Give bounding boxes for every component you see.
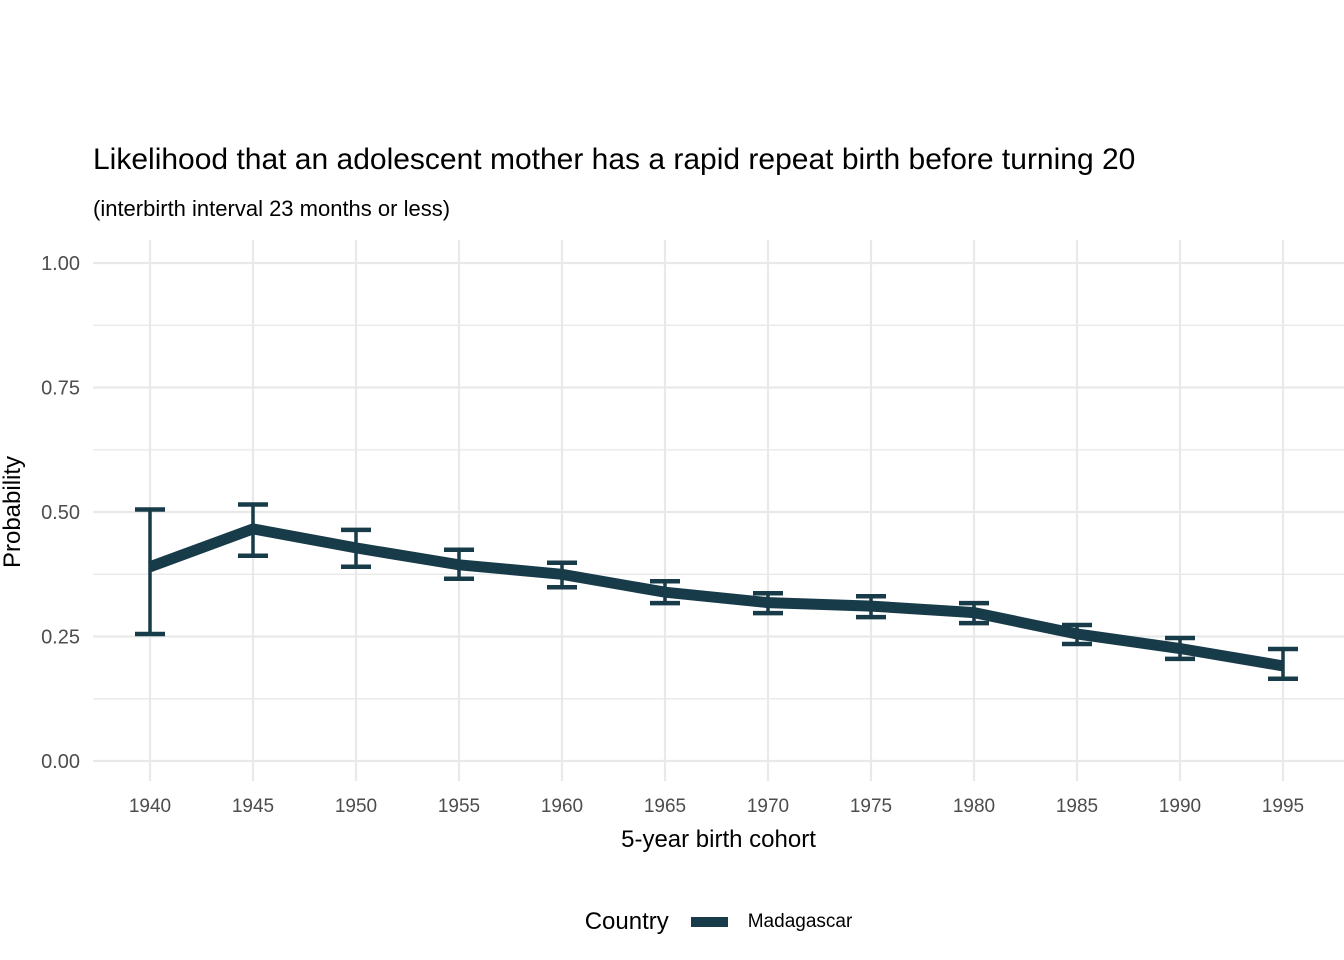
legend-line-swatch [690,917,728,927]
legend: Country Madagascar [93,903,1344,941]
x-axis-tick-labels: 1940 1945 1950 1955 1960 1965 1970 1975 1980 1985… [129,796,1304,817]
x-tick-label: 1960 [541,796,583,817]
x-tick-label: 1970 [747,796,789,817]
gridlines-major-x [148,240,1285,781]
chart-title: Likelihood that an adolescent mother has… [93,143,1136,176]
x-tick-label: 1995 [1262,796,1304,817]
y-tick-label: 0.00 [41,751,80,773]
error-bars [135,502,1298,682]
x-tick-label: 1975 [850,796,892,817]
series-line-madagascar [148,523,1284,672]
y-tick-label: 0.75 [41,378,80,400]
y-axis-tick-labels: 0.00 0.25 0.50 0.75 1.00 [41,253,80,773]
x-tick-label: 1940 [129,796,171,817]
legend-title: Country [584,908,669,935]
gridlines-major-y [93,261,1344,763]
x-tick-label: 1965 [644,796,686,817]
x-tick-label: 1990 [1159,796,1201,817]
x-tick-label: 1950 [335,796,377,817]
gridlines-minor-y [93,324,1344,700]
x-tick-label: 1980 [953,796,995,817]
x-tick-label: 1945 [232,796,274,817]
legend-entry-label: Madagascar [747,911,853,932]
y-tick-label: 1.00 [41,253,80,275]
x-tick-label: 1955 [438,796,480,817]
chart-subtitle: (interbirth interval 23 months or less) [93,196,451,221]
x-tick-label: 1985 [1056,796,1098,817]
y-tick-label: 0.50 [41,502,80,524]
x-axis-title: 5-year birth cohort [621,826,816,853]
y-tick-label: 0.25 [41,627,80,649]
